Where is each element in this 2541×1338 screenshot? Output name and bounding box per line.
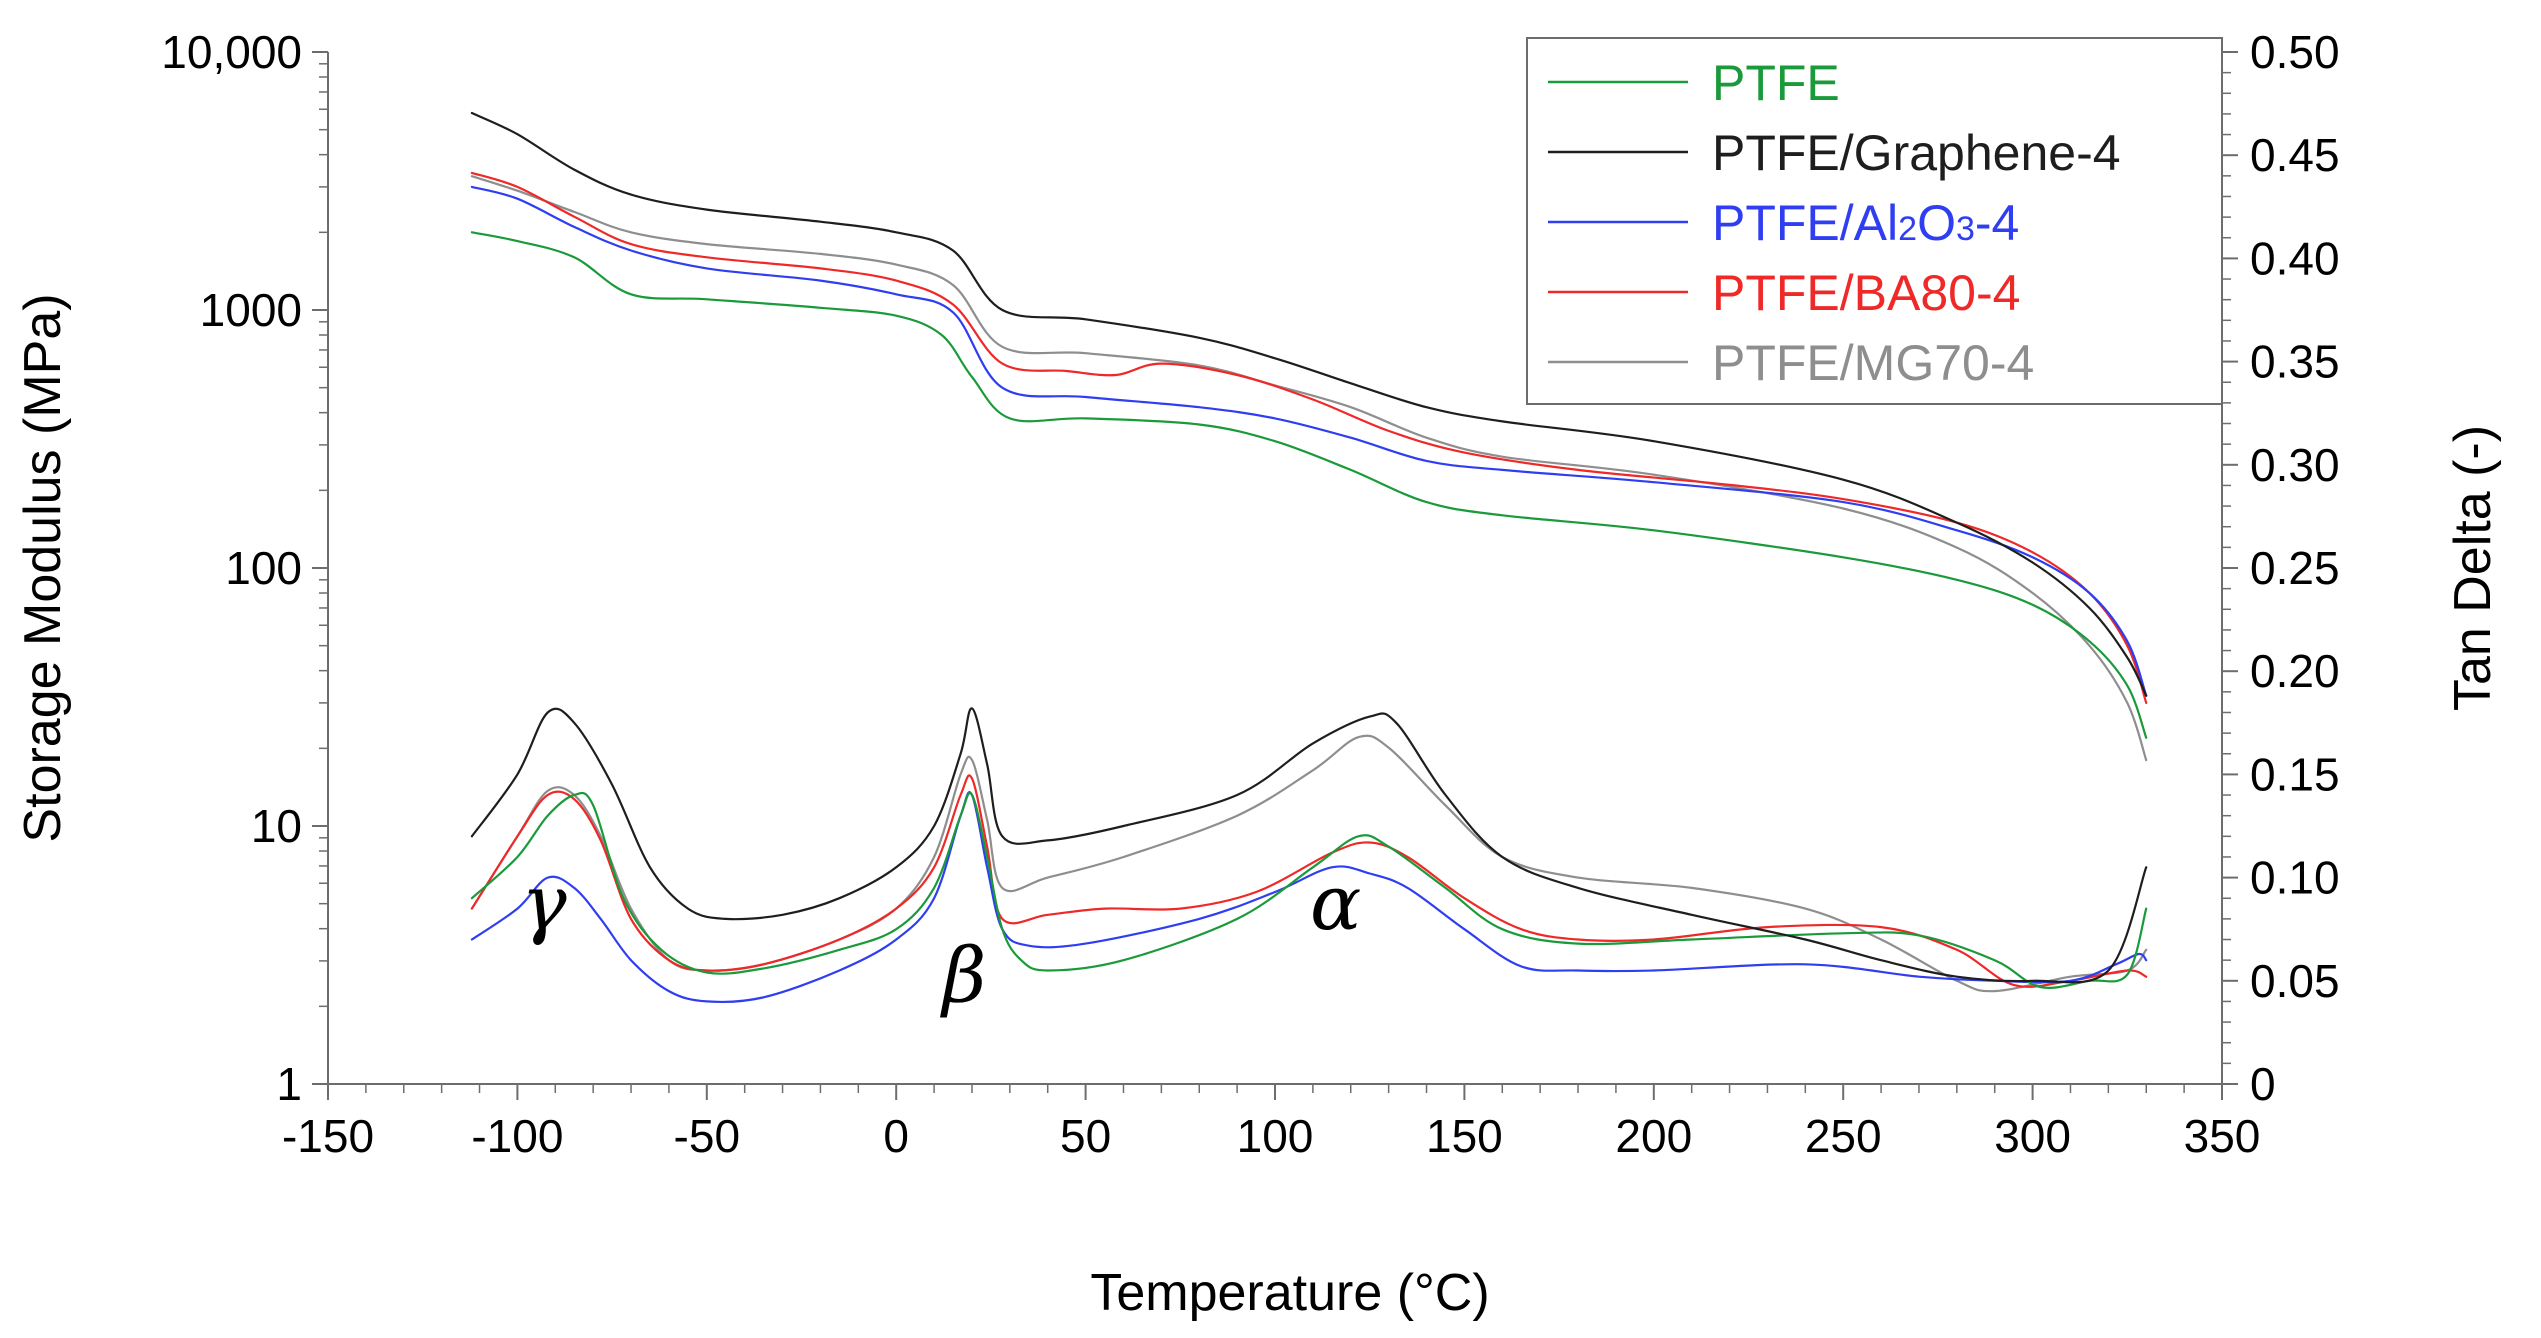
right-y-tick-label: 0.15 [2250,748,2340,800]
x-tick-label: 350 [2184,1110,2261,1162]
right-y-axis-ticks: 0 0.05 0.10 0.15 0.20 0.25 0.30 0.35 0.40 0.45 0.5… [2222,26,2340,1110]
legend-label: PTFE/Al2O3-4 [1712,195,2019,251]
modulus-line-ptfe-al2o3-4 [470,185,2148,697]
x-tick-label: 300 [1994,1110,2071,1162]
right-y-tick-label: 0.25 [2250,542,2340,594]
modulus-line-ptfe-graphene-4 [470,111,2148,697]
right-y-tick-label: 0 [2250,1058,2276,1110]
legend: PTFE PTFE/Graphene-4 PTFE/Al2O3-4 PTFE/BA80… [1526,37,2223,405]
x-axis-title: Temperature (°C) [1090,1264,1489,1322]
right-y-tick-label: 0.20 [2250,645,2340,697]
peak-annotations: γβα [521,858,1361,1019]
left-y-tick-label: 1 [276,1058,302,1110]
right-y-tick-label: 0.05 [2250,955,2340,1007]
right-y-tick-label: 0.50 [2250,26,2340,78]
legend-label: PTFE [1712,55,1840,111]
left-y-axis-title: Storage Modulus (MPa) [14,293,72,842]
right-y-tick-label: 0.40 [2250,232,2340,284]
tan-delta-line-ptfe-graphene-4 [470,707,2148,984]
x-tick-label: 150 [1426,1110,1503,1162]
legend-label: PTFE/Graphene-4 [1712,125,2121,181]
tan-delta-line-ptfe [470,791,2148,989]
left-y-tick-label: 10,000 [161,26,302,78]
x-tick-label: -50 [674,1110,740,1162]
right-y-tick-label: 0.45 [2250,129,2340,181]
left-y-tick-label: 100 [225,542,302,594]
tan-delta-series [470,707,2148,1004]
right-y-tick-label: 0.35 [2250,336,2340,388]
x-tick-label: -100 [471,1110,563,1162]
storage-modulus-series [470,111,2148,762]
x-axis-ticks: -150 -100 -50 0 50 100 150 200 250 300 350 [282,1084,2260,1162]
left-y-axis-ticks: 1 10 100 1000 10,000 [161,26,328,1110]
peak-label: γ [521,858,567,947]
right-y-axis-title: Tan Delta (-) [2444,425,2502,711]
x-tick-label: 100 [1237,1110,1314,1162]
peak-label: α [1310,858,1361,947]
modulus-line-ptfe [470,231,2148,739]
left-y-tick-label: 1000 [200,284,302,336]
legend-label: PTFE/BA80-4 [1712,265,2020,321]
right-y-tick-label: 0.30 [2250,439,2340,491]
left-y-tick-label: 10 [251,800,302,852]
x-tick-label: 200 [1615,1110,1692,1162]
x-tick-label: -150 [282,1110,374,1162]
x-tick-label: 250 [1805,1110,1882,1162]
x-tick-label: 50 [1060,1110,1111,1162]
tan-delta-line-ptfe-al2o3-4 [470,791,2148,1004]
tan-delta-line-ptfe-ba80-4 [470,774,2148,988]
legend-label: PTFE/MG70-4 [1712,335,2034,391]
peak-label: β [939,930,986,1019]
x-tick-label: 0 [883,1110,909,1162]
right-y-tick-label: 0.10 [2250,852,2340,904]
